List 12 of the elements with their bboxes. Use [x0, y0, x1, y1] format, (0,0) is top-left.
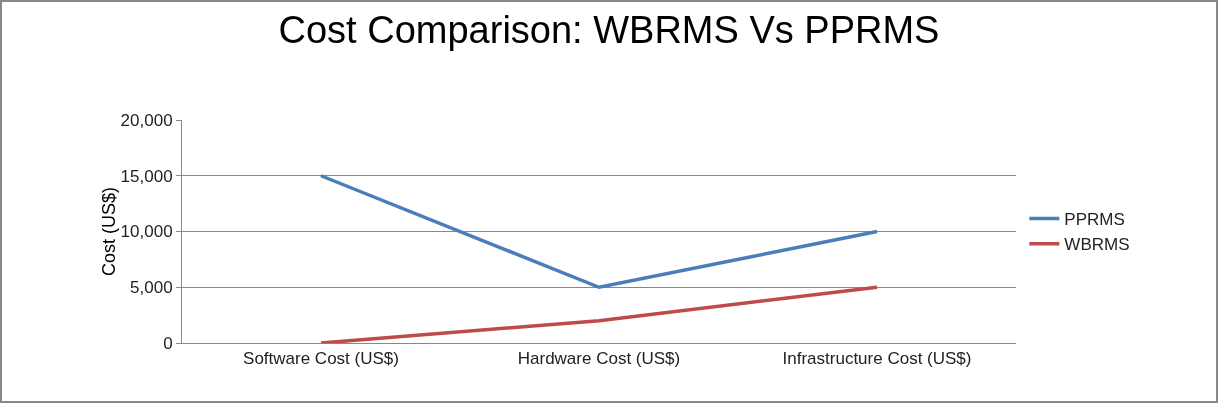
x-tick-label: Hardware Cost (US$): [517, 349, 681, 369]
y-tick-label: 0: [163, 333, 173, 353]
y-tick-label: 20,000: [120, 110, 173, 130]
chart-title: Cost Comparison: WBRMS Vs PPRMS: [278, 9, 940, 52]
y-tick-label: 10,000: [120, 222, 173, 242]
x-tick-label: Infrastructure Cost (US$): [782, 349, 972, 369]
x-tick-label: Software Cost (US$): [243, 349, 399, 369]
y-tick-label: 15,000: [120, 166, 173, 186]
legend-label: PPRMS: [1064, 210, 1125, 230]
y-axis-title: Cost (US$): [98, 186, 119, 277]
legend-label: WBRMS: [1064, 235, 1130, 255]
y-tick-label: 5,000: [130, 278, 173, 298]
